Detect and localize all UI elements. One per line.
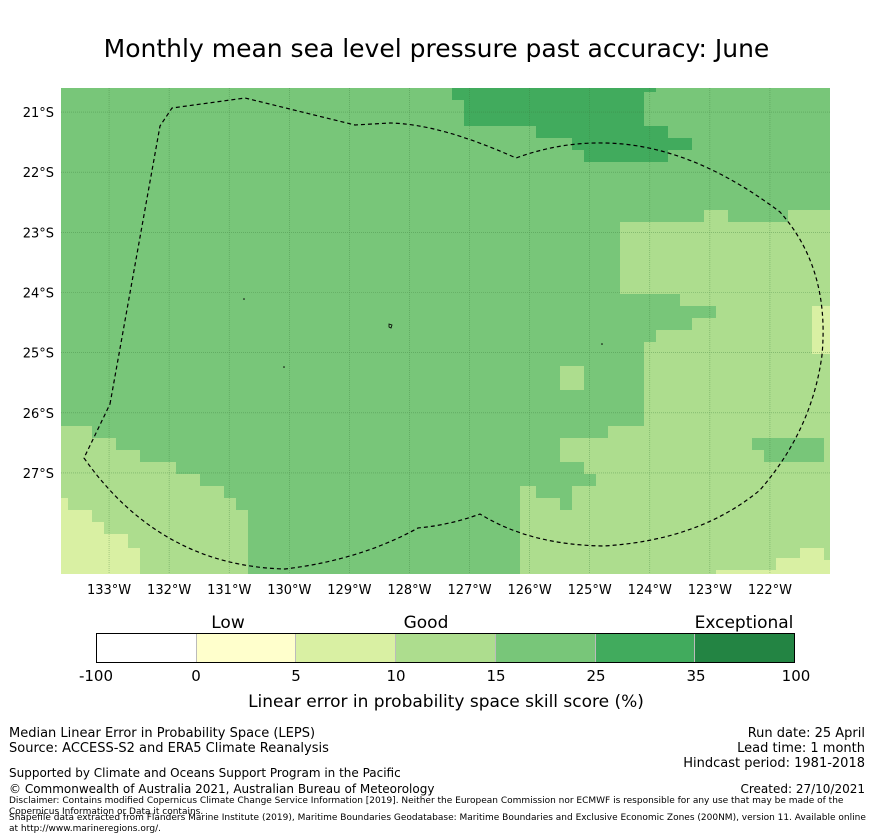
- island: [243, 298, 245, 300]
- colorbar-tick: -100: [78, 667, 114, 685]
- colorbar-swatch: [97, 634, 197, 662]
- lat-tick-label: 21°S: [23, 106, 54, 121]
- colorbar-swatch: [196, 634, 297, 662]
- lon-tick-label: 128°W: [387, 583, 431, 598]
- footer-method: Median Linear Error in Probability Space…: [9, 726, 316, 741]
- lat-tick-label: 23°S: [23, 226, 54, 241]
- footer-support: Supported by Climate and Oceans Support …: [9, 766, 401, 780]
- colorbar-swatch: [695, 634, 795, 662]
- island: [283, 366, 285, 368]
- colorbar-tick: 5: [291, 667, 301, 685]
- colorbar-tick: 15: [486, 667, 506, 685]
- colorbar-swatch: [495, 634, 596, 662]
- run-date: Run date: 25 April: [747, 726, 865, 741]
- map-title: Monthly mean sea level pressure past acc…: [103, 34, 770, 63]
- lon-tick-label: 125°W: [568, 583, 612, 598]
- lon-tick-label: 122°W: [748, 583, 792, 598]
- created-date: Created: 27/10/2021: [740, 782, 865, 796]
- lat-tick-label: 26°S: [23, 407, 54, 422]
- lat-tick-label: 24°S: [23, 287, 54, 302]
- colorbar-tick: 35: [686, 667, 706, 685]
- lat-tick-label: 22°S: [23, 166, 54, 181]
- skill-map: 21°S 22°S 23°S 24°S 25°S 26°S 27°S 133°W 132°W 1…: [23, 88, 830, 598]
- lon-tick-label: 124°W: [628, 583, 672, 598]
- lon-tick-label: 123°W: [688, 583, 732, 598]
- colorbar-swatch: [296, 634, 397, 662]
- colorbar-category-low: Low: [211, 613, 245, 633]
- colorbar-tick: 100: [781, 667, 811, 685]
- colorbar-tick: 25: [586, 667, 606, 685]
- lead-time: Lead time: 1 month: [737, 741, 865, 756]
- lon-tick-label: 133°W: [87, 583, 131, 598]
- skill-raster: [61, 88, 830, 574]
- lon-tick-label: 132°W: [147, 583, 191, 598]
- colorbar-category-exceptional: Exceptional: [694, 613, 794, 633]
- shapefile-credit: Shapefile data extracted from Flanders M…: [9, 813, 866, 834]
- lon-tick-label: 131°W: [207, 583, 251, 598]
- colorbar-swatch: [396, 634, 496, 662]
- region-fair-5-10-e: [812, 306, 830, 354]
- colorbar: [96, 633, 795, 663]
- island: [601, 343, 603, 345]
- island: [388, 323, 393, 329]
- colorbar-label: Linear error in probability space skill …: [248, 692, 644, 712]
- lon-tick-label: 127°W: [447, 583, 491, 598]
- lat-tick-label: 25°S: [23, 347, 54, 362]
- lon-tick-label: 129°W: [327, 583, 371, 598]
- colorbar-tick: 0: [191, 667, 201, 685]
- footer-copyright: © Commonwealth of Australia 2021, Austra…: [9, 782, 435, 796]
- disclaimer: Disclaimer: Contains modified Copernicus…: [9, 796, 844, 817]
- region-good-10-15-east: [520, 210, 830, 574]
- lat-tick-label: 27°S: [23, 467, 54, 482]
- lon-tick-label: 126°W: [508, 583, 552, 598]
- colorbar-category-good: Good: [403, 613, 449, 633]
- eez-boundary: [83, 97, 824, 570]
- colorbar-tick: 10: [386, 667, 406, 685]
- colorbar-swatch: [595, 634, 696, 662]
- hindcast-period: Hindcast period: 1981-2018: [683, 756, 865, 771]
- region-very-good-25-35: [452, 88, 692, 162]
- footer-source: Source: ACCESS-S2 and ERA5 Climate Reana…: [9, 741, 329, 756]
- region-fair-5-10-sw: [61, 498, 140, 574]
- lon-tick-label: 130°W: [267, 583, 311, 598]
